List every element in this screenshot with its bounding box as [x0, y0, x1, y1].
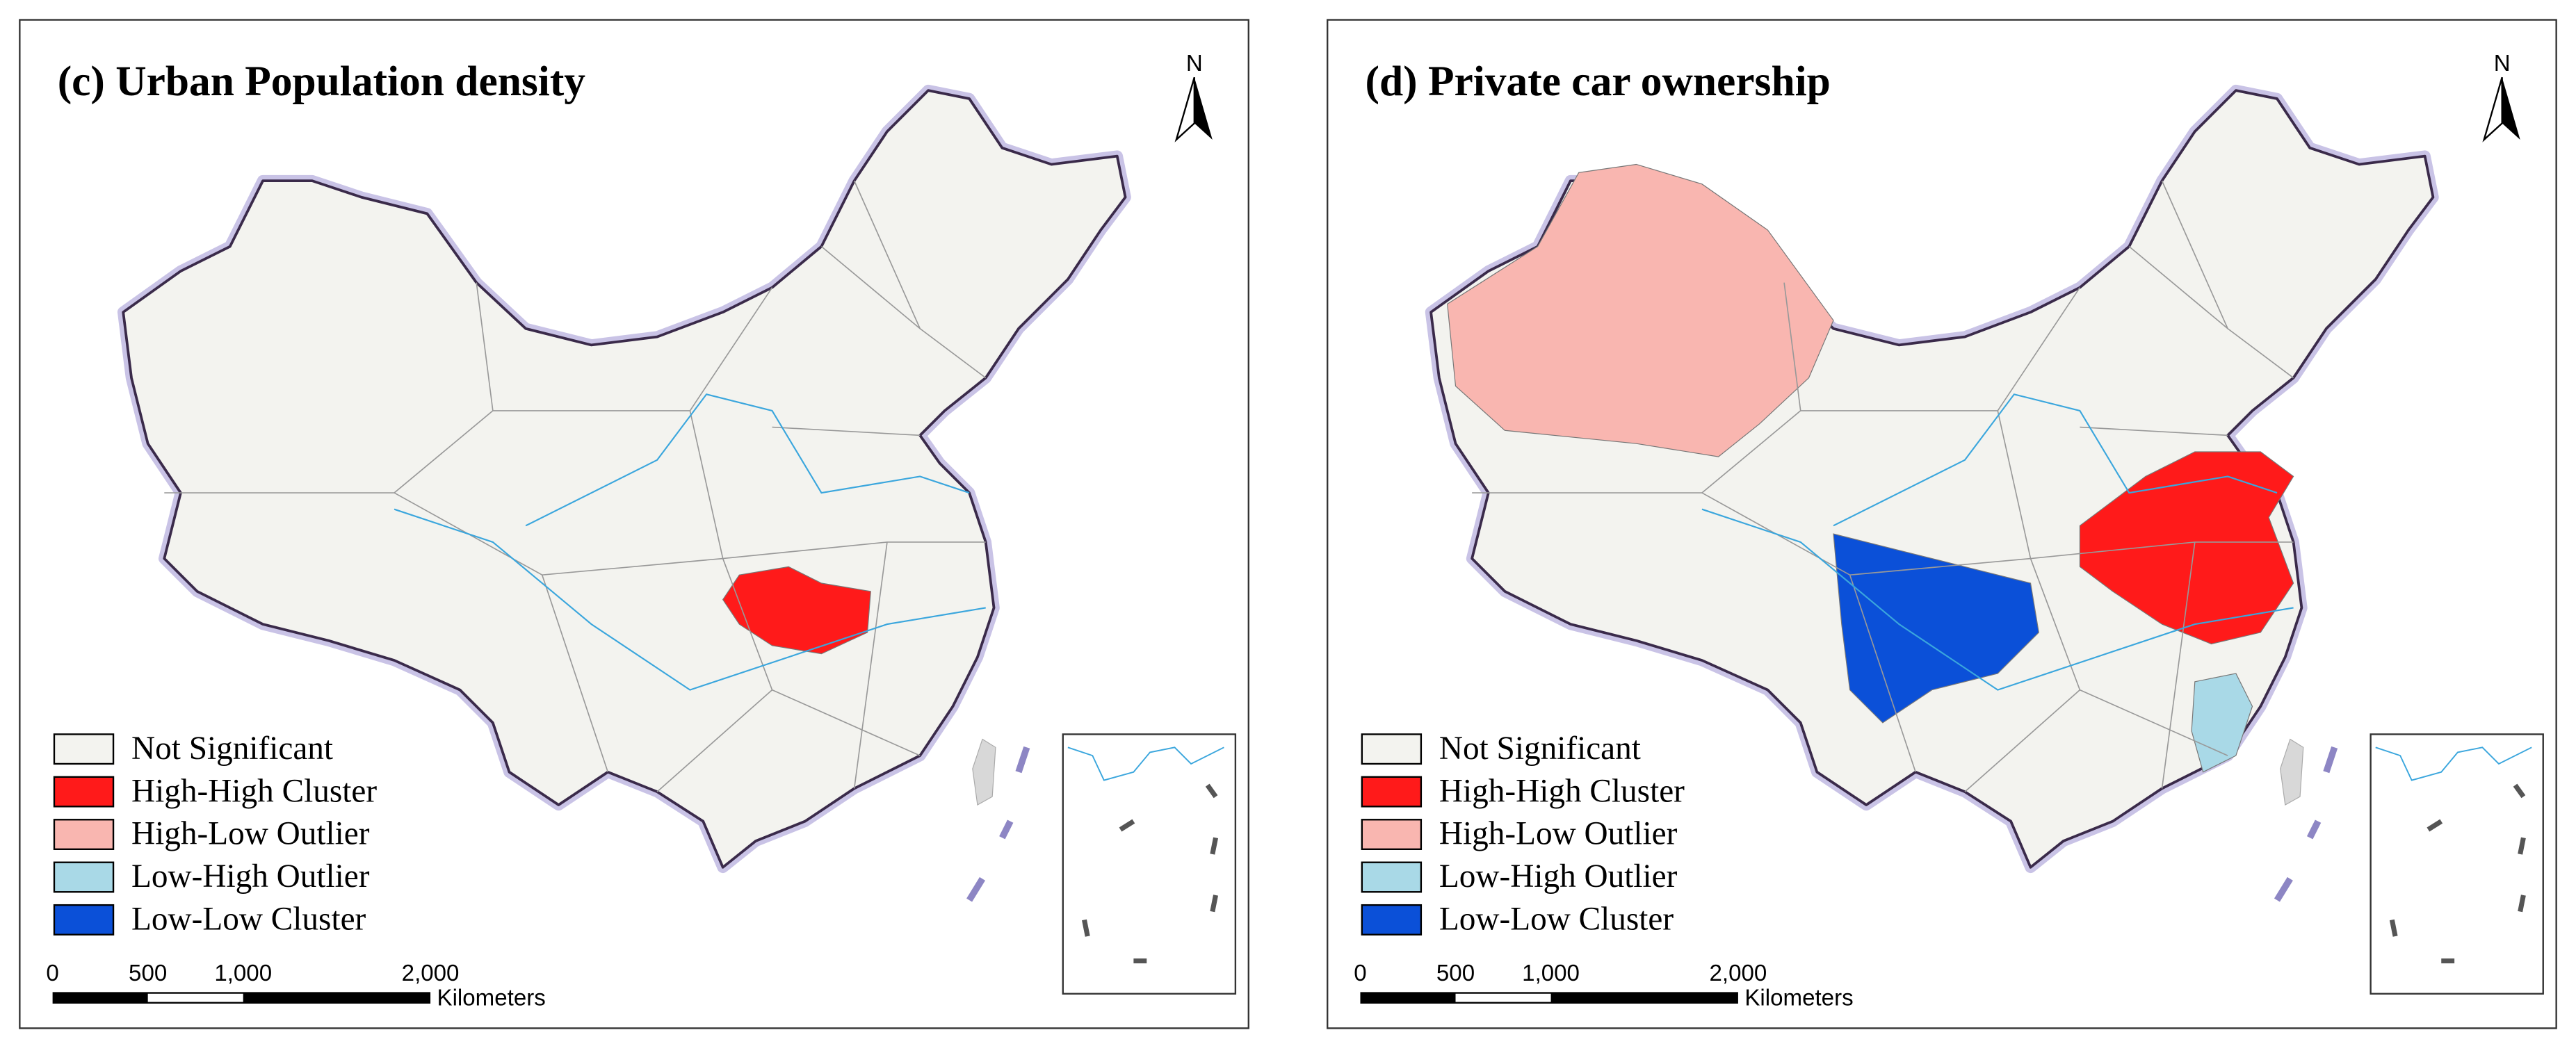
province-border: [853, 541, 888, 789]
boundary-dash: [2518, 895, 2526, 913]
boundary-dash: [2427, 819, 2443, 832]
province-border: [1800, 287, 2081, 411]
panel-title: (d) Private car ownership: [1366, 58, 1831, 105]
river: [1701, 508, 2294, 691]
legend-swatch: [53, 819, 115, 850]
region: [722, 566, 871, 655]
province-border: [2161, 541, 2196, 789]
region: [2079, 451, 2294, 645]
legend-label: Low-High Outlier: [131, 858, 370, 895]
legend-swatch: [1361, 904, 1423, 936]
legend-swatch: [53, 861, 115, 893]
river: [394, 508, 986, 691]
scale-label: 2,000: [402, 961, 460, 986]
province-border: [772, 426, 921, 436]
inset-map: [1062, 733, 1237, 995]
taiwan: [2280, 738, 2304, 806]
province-border: [820, 245, 921, 329]
inset-frame: [1062, 733, 1237, 995]
legend-swatch: [53, 733, 115, 765]
legend-label: High-Low Outlier: [131, 816, 370, 852]
inset-coast: [2375, 746, 2532, 781]
province-border: [541, 574, 609, 773]
province-border: [656, 689, 773, 792]
scale-bar-white: [1455, 993, 1551, 1002]
scale-unit: Kilometers: [437, 985, 546, 1011]
boundary-dash: [2323, 746, 2338, 774]
legend-label: Not Significant: [1439, 730, 1641, 767]
scale-label: 500: [129, 961, 167, 986]
inset-map: [2370, 733, 2544, 995]
legend-label: High-Low Outlier: [1439, 816, 1678, 852]
province-border: [1472, 282, 1801, 493]
legend-label: High-High Cluster: [1439, 773, 1685, 809]
region: [2191, 673, 2253, 773]
province-border: [1964, 689, 2080, 792]
boundary-dash: [1015, 746, 1030, 774]
boundary-dash: [1210, 895, 1219, 913]
north-label: N: [1186, 51, 1203, 76]
taiwan: [972, 738, 996, 806]
boundary-dash: [2274, 876, 2293, 902]
inset-coast: [1067, 746, 1224, 781]
boundary-dash: [1210, 837, 1219, 855]
province-border: [2128, 245, 2228, 329]
boundary-dash: [1119, 819, 1135, 832]
boundary-dash: [2389, 919, 2398, 937]
legend-swatch: [53, 776, 115, 808]
north-label: N: [2494, 51, 2511, 76]
boundary-dash: [2306, 819, 2322, 840]
province-border: [492, 287, 773, 411]
region: [1833, 533, 2039, 724]
scale-label: 0: [46, 961, 58, 986]
boundary-dash: [1082, 919, 1090, 937]
province-border: [1849, 574, 1916, 773]
province-border: [164, 282, 494, 493]
inset-frame: [2370, 733, 2544, 995]
region: [1447, 163, 1834, 457]
legend-swatch: [1361, 776, 1423, 808]
legend-swatch: [1361, 861, 1423, 893]
scale-label: 0: [1354, 961, 1366, 986]
scale-label: 1,000: [214, 961, 272, 986]
scale-unit: Kilometers: [1744, 985, 1853, 1011]
legend-label: Not Significant: [131, 730, 333, 767]
river: [525, 393, 970, 527]
scale-label: 2,000: [1710, 961, 1767, 986]
panel-title: (c) Urban Population density: [58, 58, 586, 105]
legend-label: Low-Low Cluster: [131, 901, 366, 938]
legend-swatch: [1361, 733, 1423, 765]
boundary-dash: [1205, 783, 1218, 799]
boundary-dash: [999, 819, 1014, 840]
scale-bar-white: [147, 993, 243, 1002]
legend-label: Low-High Outlier: [1439, 858, 1678, 895]
province-border: [2080, 426, 2228, 436]
river: [1833, 393, 2278, 527]
scale-label: 500: [1436, 961, 1475, 986]
legend-swatch: [1361, 819, 1423, 850]
map-panel: (c) Urban Population density N Not Signifi…: [19, 19, 1249, 1029]
boundary-dash: [2513, 783, 2526, 799]
boundary-dash: [966, 876, 986, 902]
legend-label: Low-Low Cluster: [1439, 901, 1674, 938]
map-panel: (d) Private car ownership N Not Significan…: [1327, 19, 2557, 1029]
legend-label: High-High Cluster: [131, 773, 377, 809]
scale-label: 1,000: [1522, 961, 1580, 986]
boundary-dash: [2518, 837, 2526, 855]
legend-swatch: [53, 904, 115, 936]
